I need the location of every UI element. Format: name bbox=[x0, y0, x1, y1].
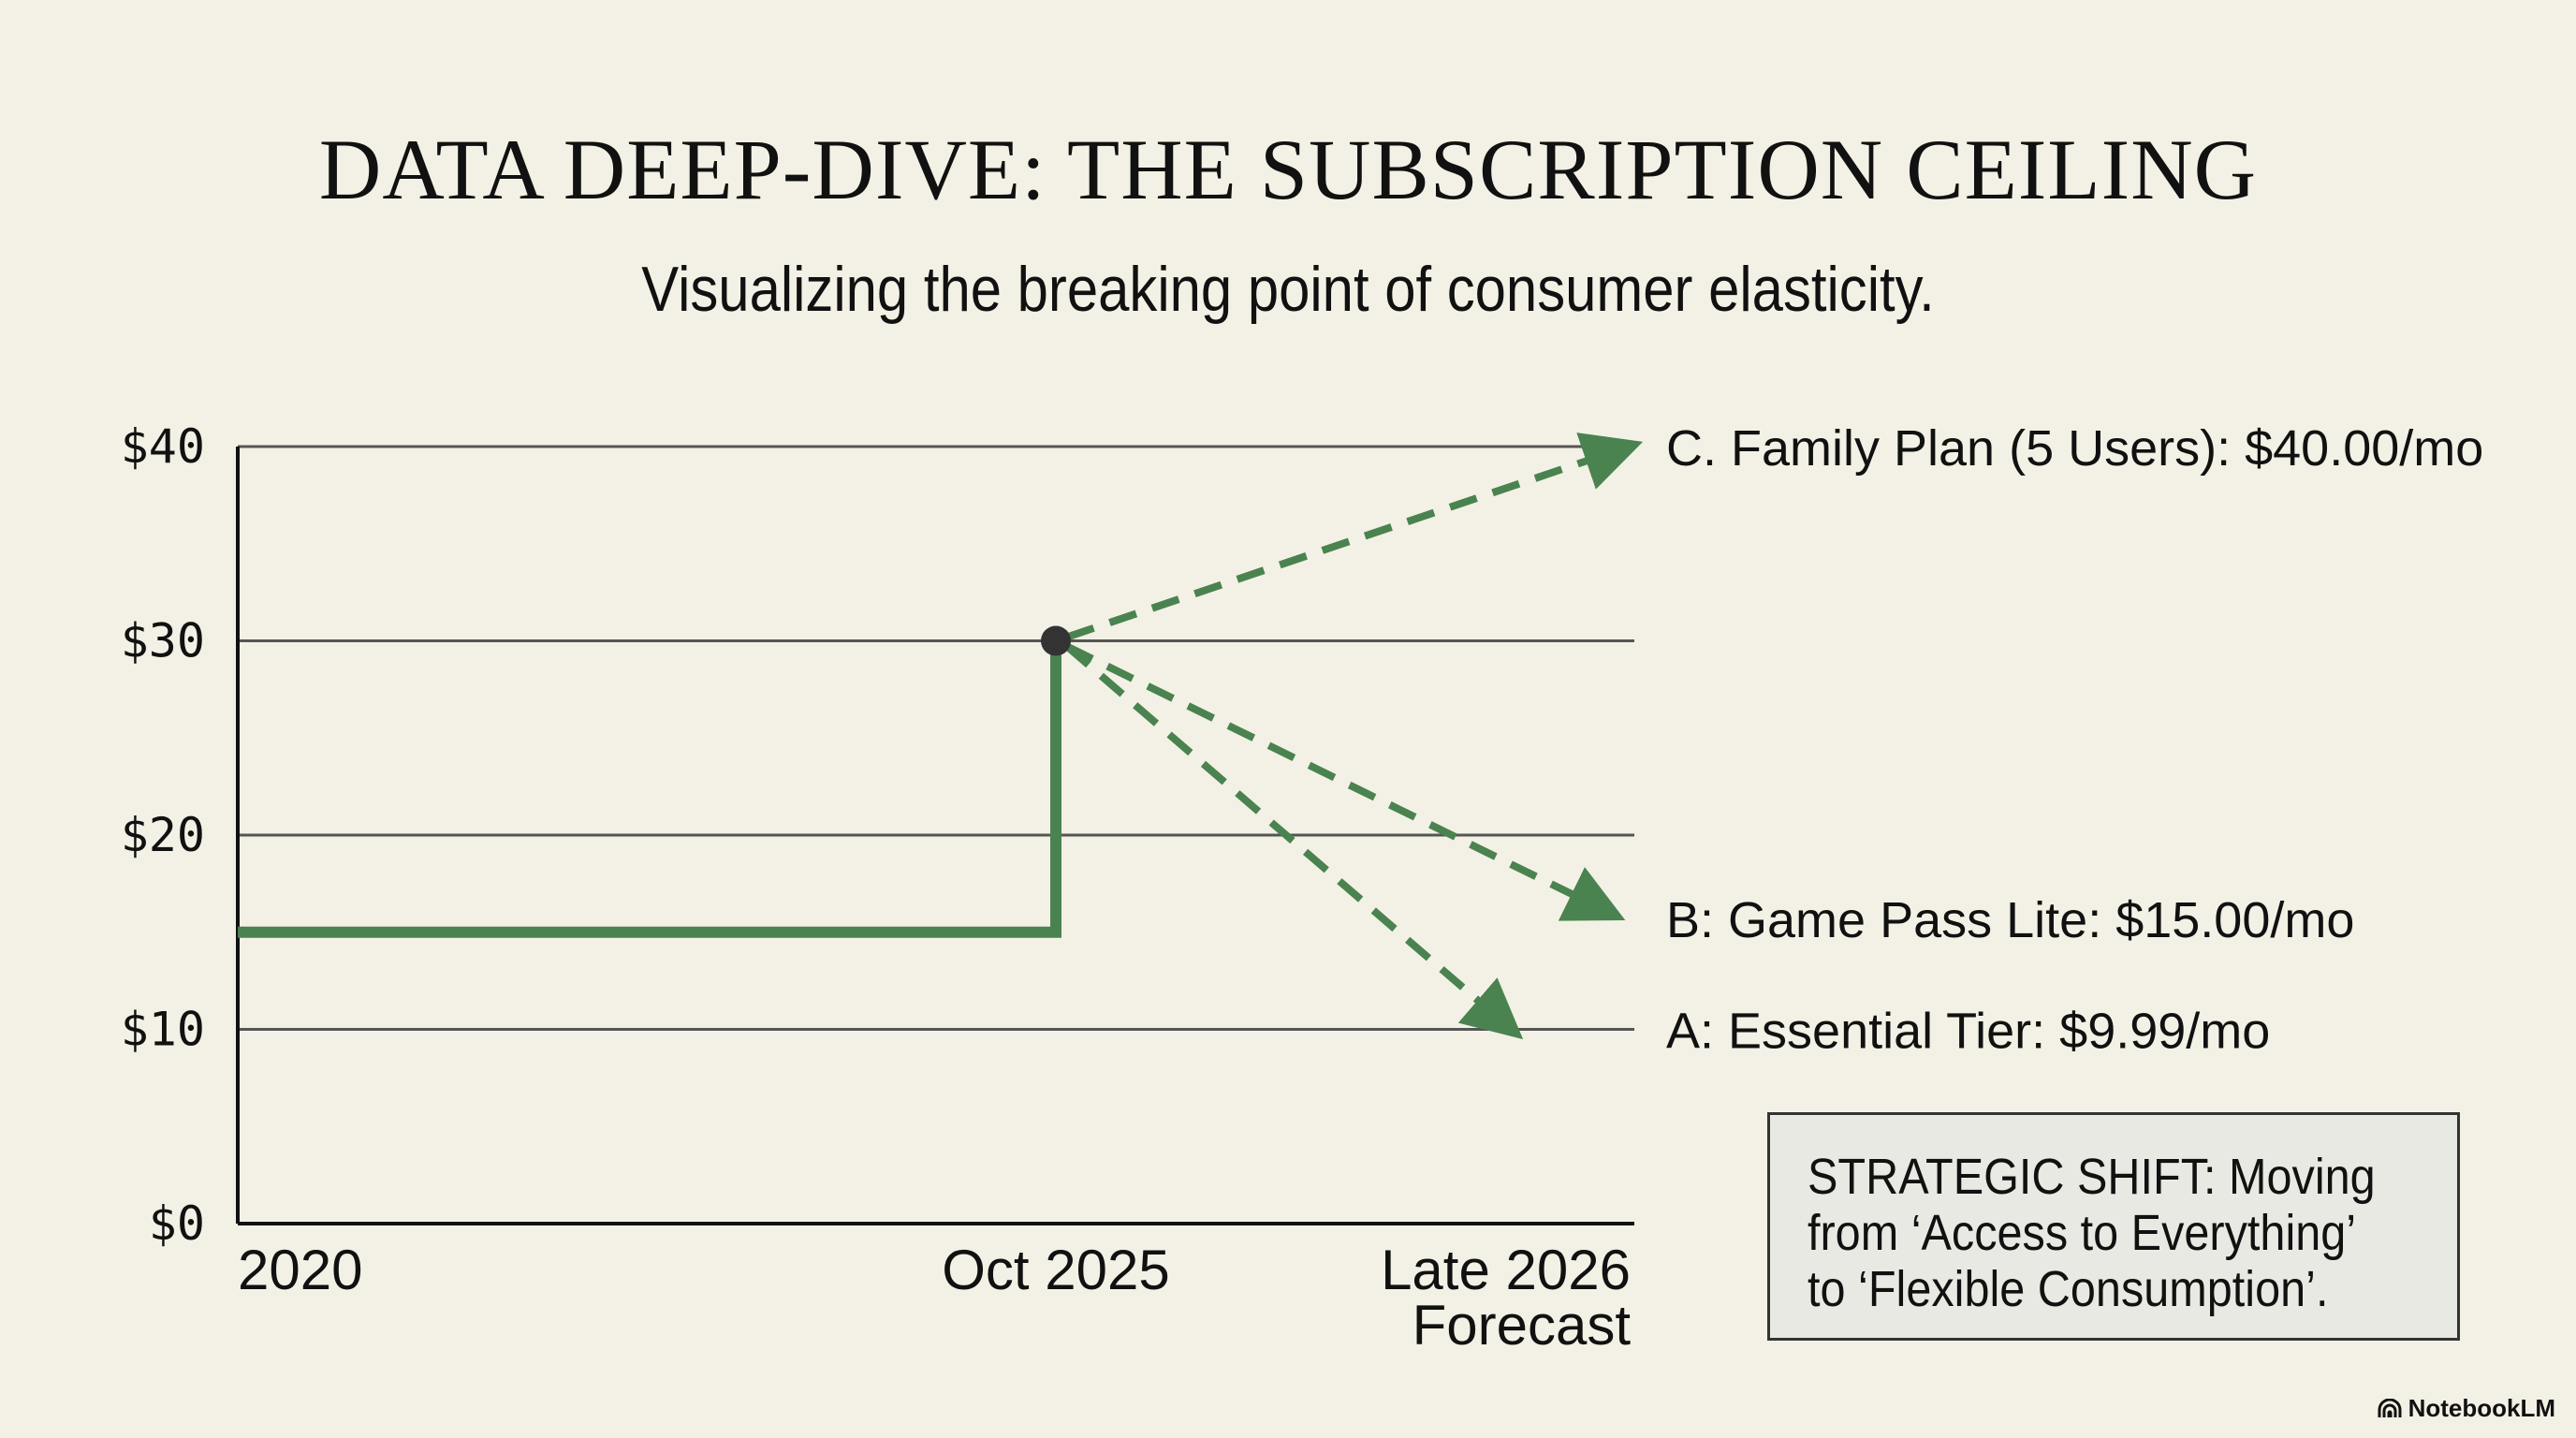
forecast-essential-tier-arrow bbox=[1064, 643, 1524, 1040]
current-price-point bbox=[1041, 625, 1071, 656]
x-tick-label: Forecast bbox=[1412, 1294, 1632, 1357]
callout-line: to ‘Flexible Consumption’. bbox=[1808, 1261, 2329, 1317]
forecast-essential-tier-label: A: Essential Tier: $9.99/mo bbox=[1666, 1004, 2270, 1060]
callout-line: STRATEGIC SHIFT: Moving bbox=[1808, 1149, 2376, 1205]
y-tick-label: $20 bbox=[121, 808, 205, 862]
x-tick-label: 2020 bbox=[238, 1239, 362, 1301]
forecast-family-plan-label: C. Family Plan (5 Users): $40.00/mo bbox=[1666, 420, 2483, 477]
forecast-family-plan-arrow bbox=[1065, 433, 1644, 641]
y-tick-label: $40 bbox=[121, 419, 205, 474]
forecast-game-pass-lite-arrow bbox=[1065, 642, 1626, 921]
notebooklm-logo: NotebookLM bbox=[2377, 1394, 2555, 1423]
x-tick-label: Late 2026 bbox=[1381, 1239, 1631, 1301]
strategic-shift-callout: STRATEGIC SHIFT: Moving from ‘Access to … bbox=[1767, 1112, 2460, 1341]
x-tick-label: Oct 2025 bbox=[942, 1239, 1170, 1301]
forecast-game-pass-lite-label: B: Game Pass Lite: $15.00/mo bbox=[1666, 892, 2354, 948]
page-title: DATA DEEP-DIVE: THE SUBSCRIPTION CEILING bbox=[318, 122, 2258, 217]
callout-line: from ‘Access to Everything’ bbox=[1808, 1205, 2357, 1261]
notebooklm-icon bbox=[2378, 1398, 2402, 1417]
historical-price-line bbox=[238, 640, 1061, 938]
page-subtitle: Visualizing the breaking point of consum… bbox=[641, 254, 1935, 325]
y-tick-label: $0 bbox=[149, 1196, 205, 1251]
y-tick-label: $30 bbox=[121, 614, 205, 668]
y-tick-label: $10 bbox=[121, 1003, 205, 1057]
brand-name: NotebookLM bbox=[2408, 1394, 2555, 1422]
